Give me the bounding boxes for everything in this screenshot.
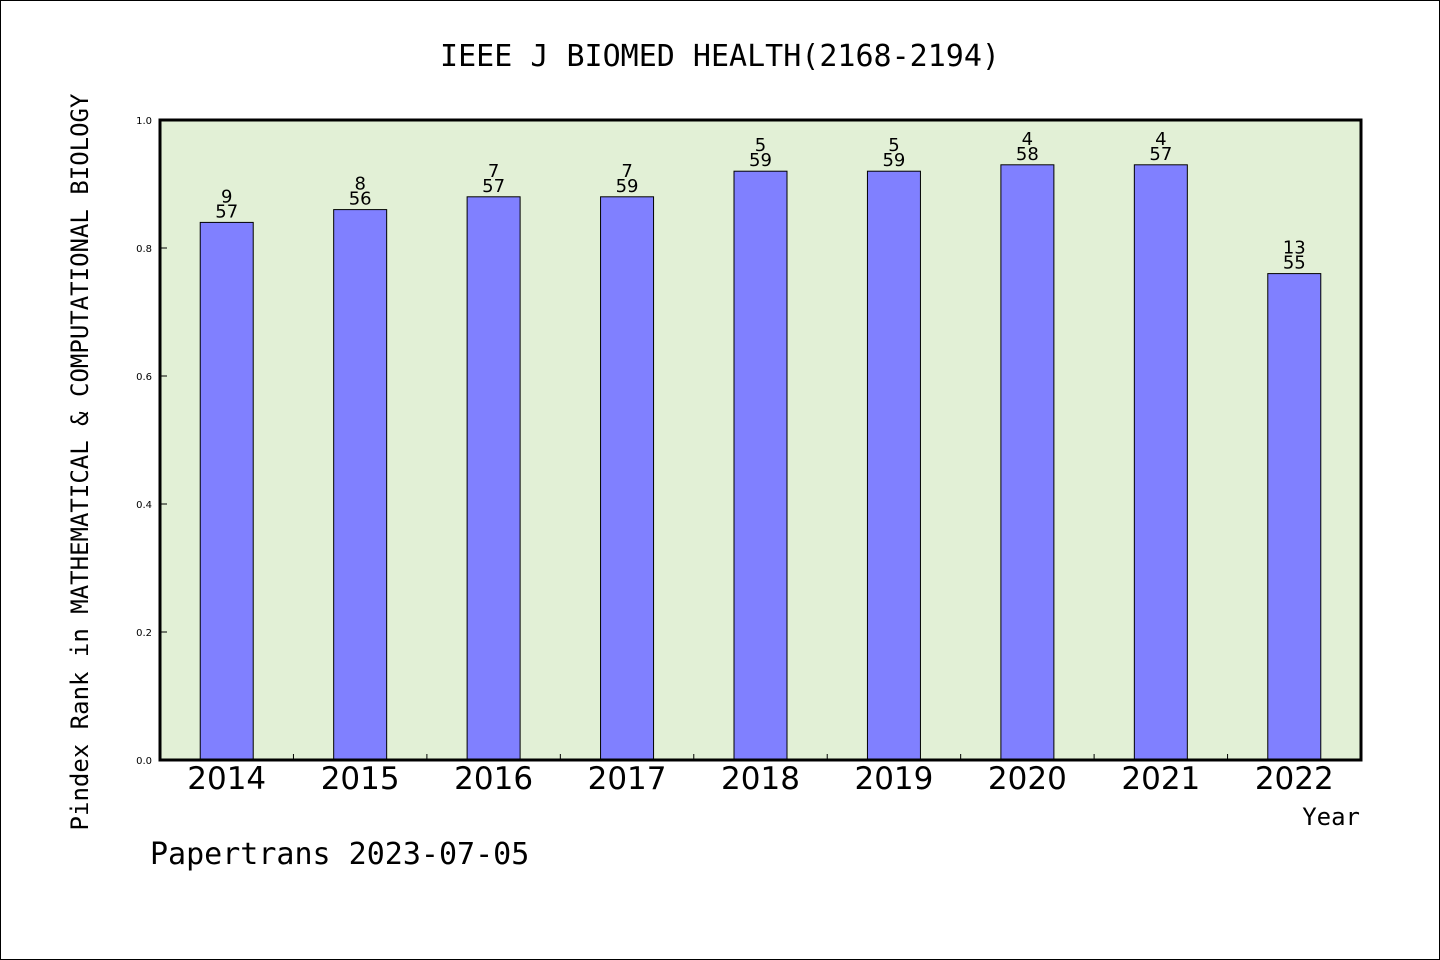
bar-rank-label-2017: 7 [621, 161, 632, 182]
x-tick-label-2022: 2022 [1255, 761, 1334, 797]
bar-2018 [733, 170, 788, 761]
x-tick-label-2018: 2018 [721, 761, 800, 797]
bar-2021 [1133, 164, 1188, 761]
x-tick-label-2016: 2016 [454, 761, 533, 797]
bar-rank-label-2014: 9 [221, 186, 232, 207]
bar-total-label-2022: 55 [1283, 253, 1306, 274]
y-tick-label-0.6: 0.6 [136, 372, 152, 383]
bar-total-label-2015: 56 [349, 189, 372, 210]
bar-rank-label-2020: 4 [1022, 129, 1033, 150]
y-tick-label-0.8: 0.8 [136, 244, 152, 255]
bar-rank-label-2022: 13 [1283, 238, 1306, 259]
x-tick-label-2021: 2021 [1121, 761, 1200, 797]
bar-total-label-2021: 57 [1149, 144, 1172, 165]
y-tick-label-0.2: 0.2 [136, 628, 152, 639]
bar-total-label-2014: 57 [215, 201, 238, 222]
bar-rank-label-2019: 5 [888, 135, 899, 156]
bar-rank-label-2018: 5 [755, 135, 766, 156]
bar-2019 [866, 170, 921, 761]
bar-total-label-2020: 58 [1016, 144, 1039, 165]
x-tick-label-2019: 2019 [854, 761, 933, 797]
bar-rank-label-2015: 8 [354, 174, 365, 195]
bar-total-label-2019: 59 [882, 150, 905, 171]
y-tick-label-1.0: 1.0 [136, 116, 152, 127]
bar-2015 [333, 209, 388, 761]
plot-border [158, 118, 1363, 762]
bar-2016 [466, 196, 521, 761]
x-tick-label-2017: 2017 [588, 761, 667, 797]
bar-2017 [600, 196, 655, 761]
y-tick-label-0.4: 0.4 [136, 500, 152, 511]
footer-credit: Papertrans 2023-07-05 [150, 837, 529, 872]
x-axis: 2014 2015 2016 2017 2018 2019 2020 2021 2022 [187, 754, 1334, 797]
bar-total-label-2016: 57 [482, 176, 505, 197]
x-tick-label-2015: 2015 [321, 761, 400, 797]
bar-rank-label-2021: 4 [1155, 129, 1166, 150]
y-tick-label-0.0: 0.0 [136, 756, 152, 767]
bar-2022 [1267, 273, 1322, 761]
bar-total-label-2017: 59 [616, 176, 639, 197]
y-axis-label: Pindex Rank in MATHEMATICAL & COMPUTATIO… [66, 93, 94, 830]
bar-total-label-2018: 59 [749, 150, 772, 171]
bar-2020 [1000, 164, 1055, 761]
x-tick-label-2020: 2020 [988, 761, 1067, 797]
chart-title: IEEE J BIOMED HEALTH(2168-2194) [440, 39, 1000, 74]
x-tick-label-2014: 2014 [187, 761, 266, 797]
bar-rank-label-2016: 7 [488, 161, 499, 182]
bar-2014 [199, 221, 254, 761]
x-axis-label: Year [1302, 803, 1360, 831]
